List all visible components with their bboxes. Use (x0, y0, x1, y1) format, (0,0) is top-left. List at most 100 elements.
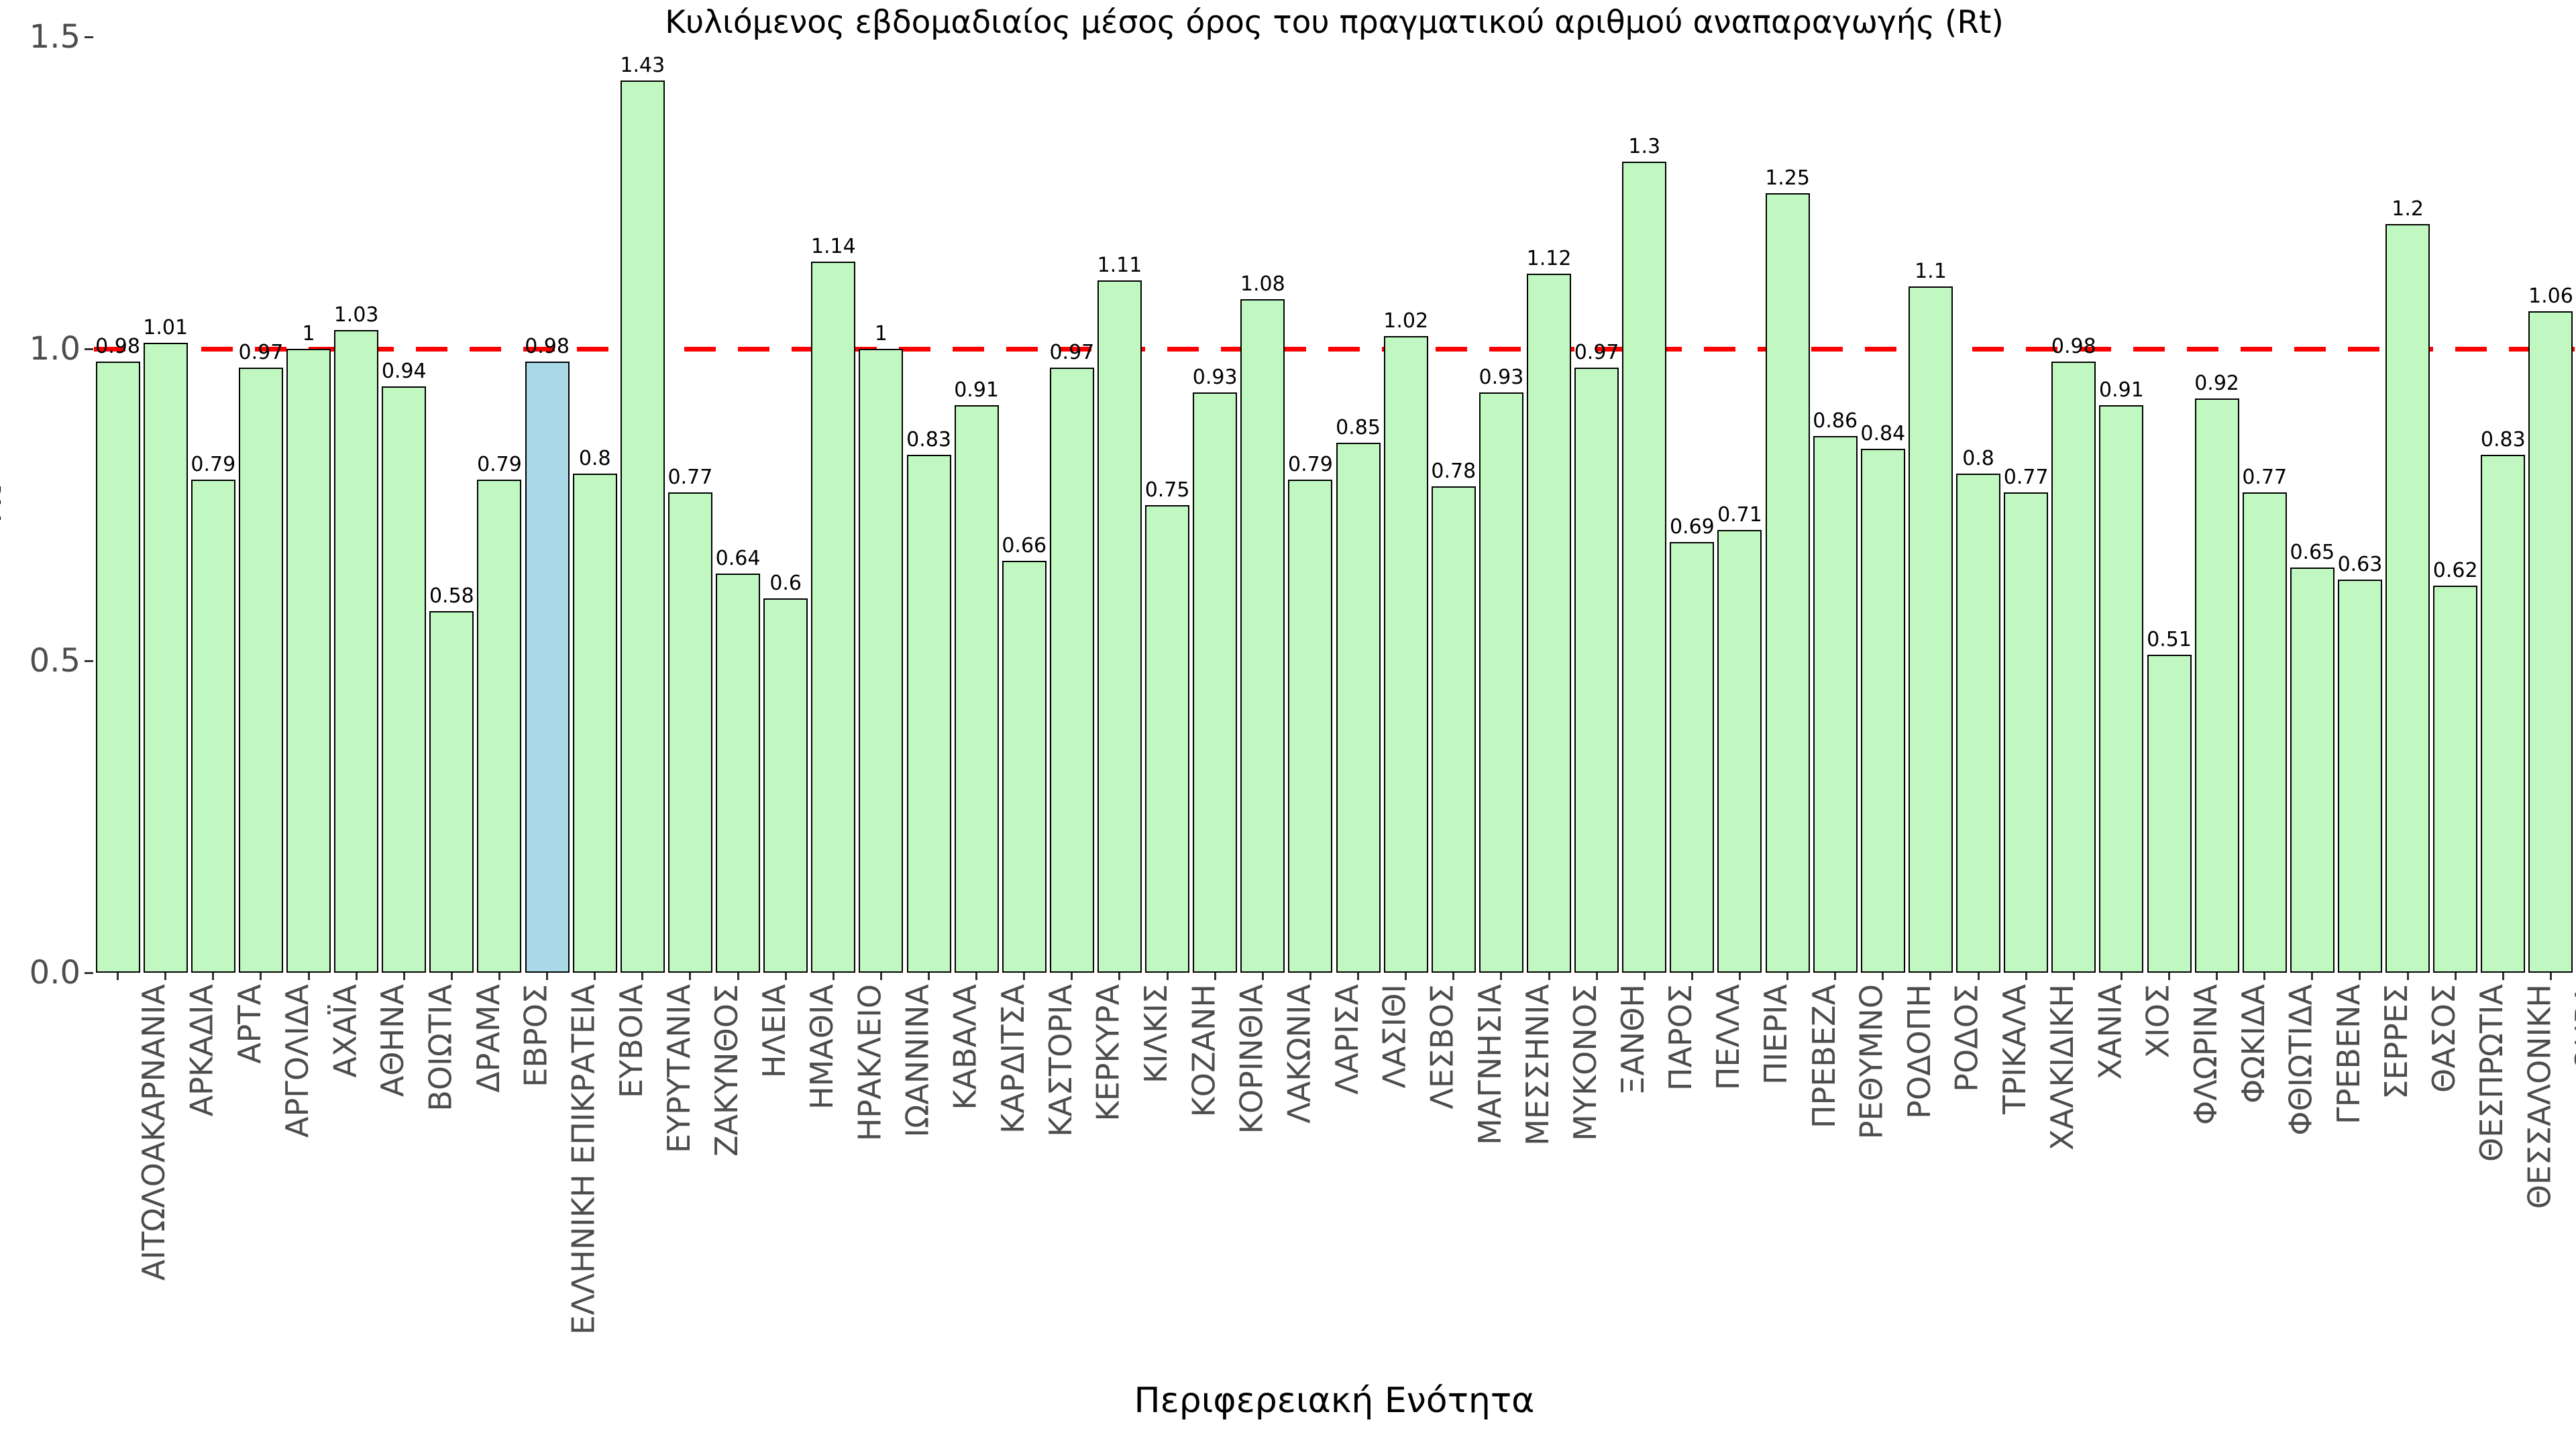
x-category-label-text: ΕΥΒΟΙΑ (612, 984, 649, 1098)
bar (1336, 442, 1381, 973)
bar-value-label: 0.6 (769, 572, 802, 595)
x-tick-mark (689, 973, 692, 980)
bar-value-label: 1 (302, 322, 315, 345)
bar-value-label: 0.98 (95, 334, 140, 358)
x-tick-mark (879, 973, 882, 980)
x-tick-mark (1405, 973, 1407, 980)
bar-value-label: 0.65 (2290, 540, 2335, 564)
x-tick-mark (2216, 973, 2218, 980)
x-category-label-text: ΜΥΚΟΝΟΣ (1567, 984, 1604, 1141)
bar-value-label: 0.78 (1431, 459, 1477, 483)
bar (1002, 561, 1046, 973)
bar-value-label: 0.62 (2432, 559, 2478, 583)
x-tick-mark (2072, 973, 2075, 980)
x-tick-mark (2406, 973, 2409, 980)
bar-value-label: 0.83 (2480, 428, 2526, 452)
x-tick-mark (2311, 973, 2314, 980)
bar-value-label: 0.69 (1669, 515, 1715, 539)
bar-value-label: 0.64 (715, 546, 761, 570)
y-tick-label: 1.0 (29, 330, 80, 368)
bar-value-label: 0.71 (1717, 502, 1762, 527)
bar (1145, 504, 1190, 973)
x-category-label-text: ΘΕΣΠΡΩΤΙΑ (2473, 984, 2510, 1162)
plot-area: 0.0 0.5 1.0 1.5 0.98 ΑΙΤΩΛΟΑΚΑΡΝΑΝΙΑ 1.01 ΑΡΚΑΔ… (30, 19, 2576, 1335)
bar-value-label: 0.83 (906, 428, 951, 452)
x-category-label-text: ΤΡΙΚΑΛΑ (1996, 984, 2033, 1114)
bar-value-label: 1.14 (810, 234, 856, 258)
x-category-label-text: ΛΑΚΩΝΙΑ (1281, 984, 1318, 1124)
y-tick-label: 0.5 (29, 642, 80, 680)
x-tick-mark (498, 973, 500, 980)
x-tick-mark (355, 973, 358, 980)
x-category-label-text: ΕΒΡΟΣ (517, 984, 554, 1087)
x-category-label-text: ΒΟΙΩΤΙΑ (422, 984, 459, 1112)
bar-value-label: 0.8 (578, 447, 611, 470)
x-tick-mark (1357, 973, 1360, 980)
x-tick-mark (1595, 973, 1598, 980)
x-category-label-text: ΑΡΓΟΛΙΔΑ (278, 984, 315, 1138)
bar-value-label: 1.01 (143, 315, 189, 339)
bar (191, 480, 235, 973)
bar (2004, 492, 2049, 973)
bar-value-label: 0.58 (429, 584, 474, 608)
x-tick-mark (1023, 973, 1026, 980)
bar (1383, 336, 1428, 973)
chart-title: Κυλιόμενος εβδομαδιαίος μέσος όρος του π… (665, 4, 2004, 41)
x-tick-mark (1548, 973, 1550, 980)
x-category-label-text: ΚΙΛΚΙΣ (1137, 984, 1174, 1083)
x-tick-mark (1500, 973, 1503, 980)
bar (1288, 480, 1333, 973)
x-category-label-text: ΦΘΙΩΤΙΔΑ (2282, 984, 2319, 1136)
bar (2385, 224, 2430, 973)
bar (667, 492, 712, 973)
bar-value-label: 1.02 (1383, 309, 1429, 333)
x-tick-mark (1643, 973, 1646, 980)
x-tick-mark (1071, 973, 1073, 980)
x-tick-mark (212, 973, 215, 980)
x-category-label-text: ΑΡΚΑΔΙΑ (183, 984, 220, 1117)
bar (1574, 367, 1619, 973)
x-tick-mark (1309, 973, 1311, 980)
bar (1527, 274, 1572, 973)
bar (1908, 286, 1953, 973)
bar (95, 361, 140, 973)
bar (477, 480, 522, 973)
x-category-label-text: ΠΕΛΛΑ (1710, 984, 1747, 1091)
bar (2099, 405, 2144, 973)
x-category-label-text: ΑΧΑΪΑ (327, 984, 364, 1078)
bar-value-label: 0.85 (1336, 415, 1381, 439)
bar-highlight (525, 361, 570, 973)
bar (1097, 280, 1142, 973)
y-tick-label: 0.0 (29, 954, 80, 991)
bar (1717, 529, 1762, 973)
bar (429, 610, 474, 973)
x-tick-mark (784, 973, 787, 980)
x-tick-mark (1214, 973, 1216, 980)
x-category-label-text: ΧΑΝΙΑ (2092, 984, 2129, 1080)
x-tick-mark (1929, 973, 1932, 980)
x-tick-mark (450, 973, 453, 980)
x-category-label-text: ΡΟΔΟΠΗ (1900, 984, 1937, 1119)
x-tick-mark (1166, 973, 1169, 980)
x-category-label-text: ΜΑΓΝΗΣΙΑ (1471, 984, 1508, 1145)
bar (1049, 367, 1094, 973)
bar-value-label: 1 (874, 322, 888, 345)
x-category-label-text: ΧΑΛΚΙΔΙΚΗ (2044, 984, 2081, 1150)
x-category-label-text: ΚΟΡΙΝΘΙΑ (1233, 984, 1270, 1134)
x-category-label-text: ΕΛΛΗΝΙΚΗ ΕΠΙΚΡΑΤΕΙΑ (565, 984, 602, 1335)
x-category-label-text: ΚΑΒΑΛΑ (947, 984, 983, 1110)
bar (2290, 567, 2334, 973)
bar-value-label: 0.79 (1288, 453, 1333, 477)
x-category-label-text: ΛΕΣΒΟΣ (1424, 984, 1460, 1110)
bar (954, 405, 999, 973)
x-category-label-text: ΗΡΑΚΛΕΙΟ (851, 984, 888, 1142)
x-tick-mark (641, 973, 644, 980)
x-tick-mark (1977, 973, 1980, 980)
x-category-label-text: ΠΡΕΒΕΖΑ (1805, 984, 1842, 1128)
bar (620, 80, 665, 973)
bar-value-label: 0.98 (2051, 334, 2096, 358)
bar-value-label: 0.98 (525, 334, 570, 358)
x-category-label-text: ΦΩΚΙΔΑ (2235, 984, 2271, 1104)
y-tick-mark (85, 659, 93, 662)
bar-value-label: 1.3 (1628, 135, 1661, 158)
